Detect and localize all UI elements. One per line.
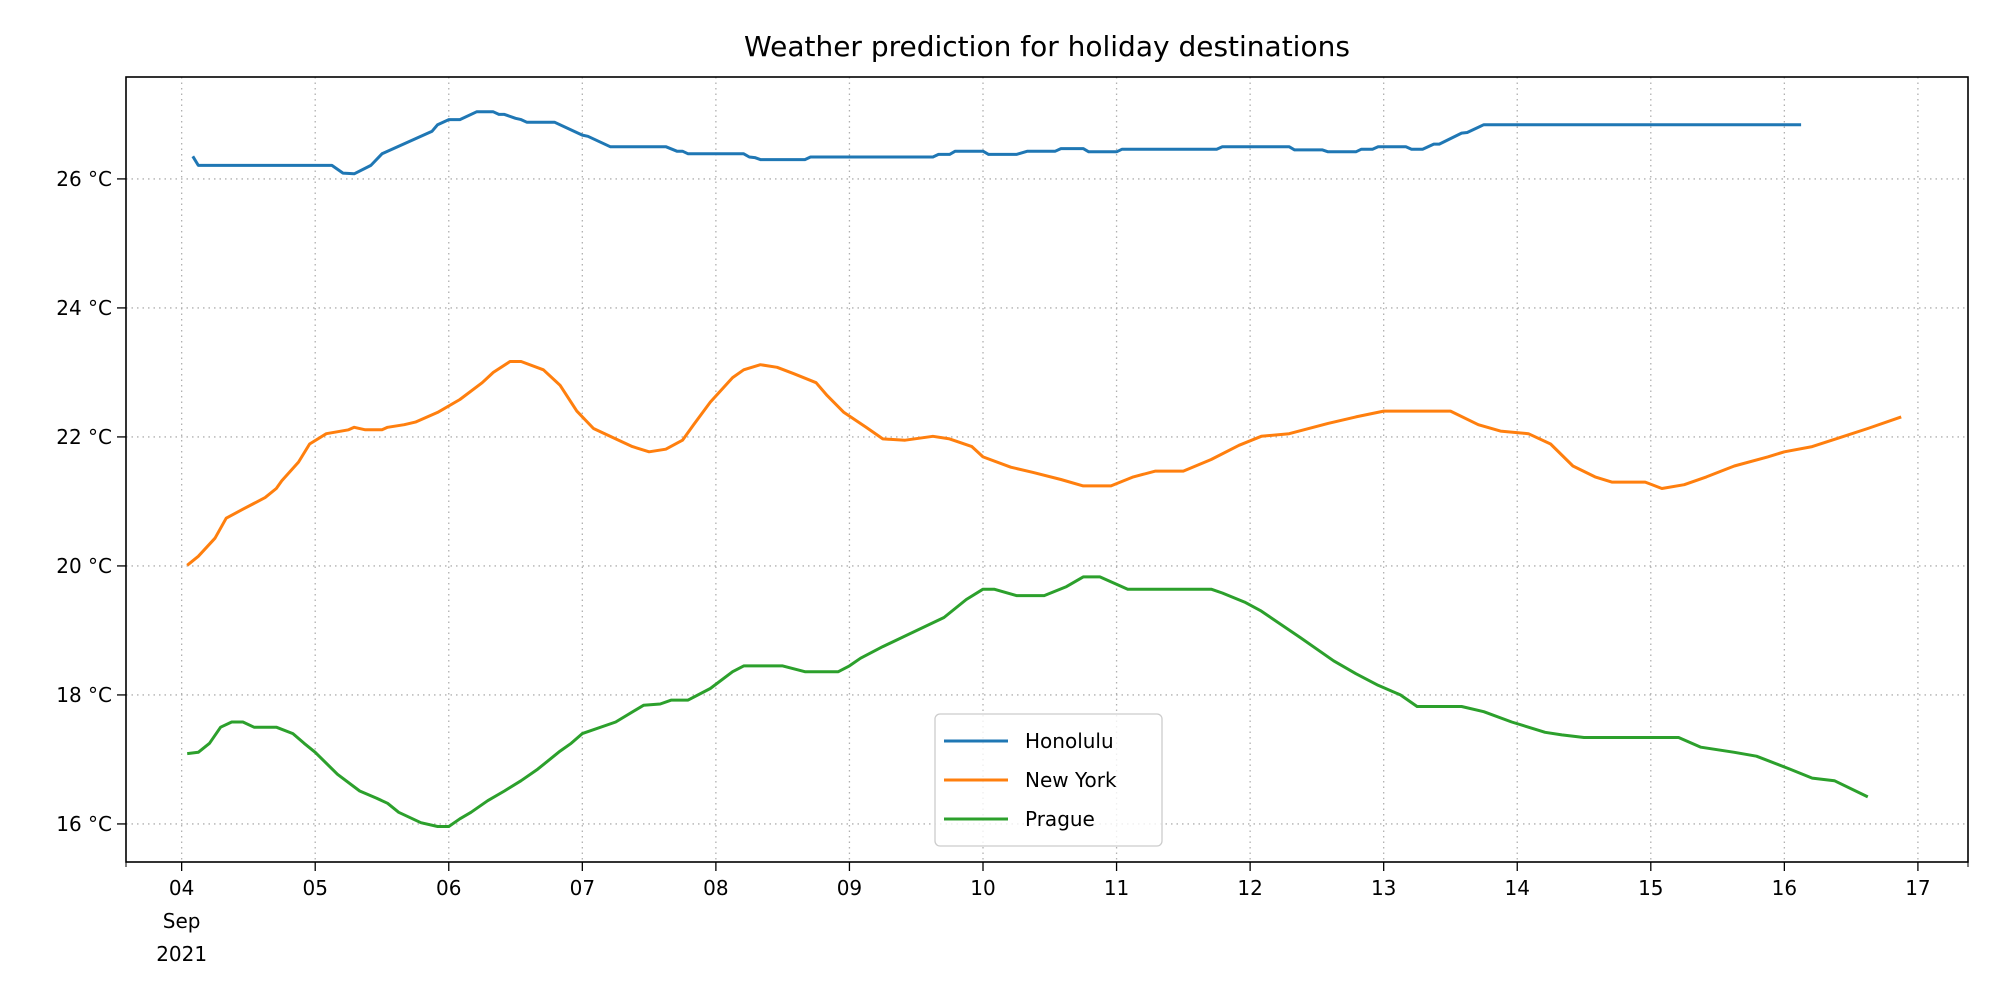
x-tick-year-label: 2021 [156, 942, 207, 966]
x-tick-label: 06 [436, 876, 461, 900]
x-tick-label: 04 [169, 876, 194, 900]
x-tick-label: 05 [302, 876, 327, 900]
x-tick-label: 12 [1237, 876, 1262, 900]
x-tick-label: 15 [1638, 876, 1663, 900]
x-tick-label: 09 [837, 876, 862, 900]
legend-label: Prague [1025, 807, 1095, 831]
series-lines [186, 110, 1902, 828]
chart-title: Weather prediction for holiday destinati… [744, 30, 1350, 63]
series-line-new-york [186, 360, 1902, 567]
x-tick-month-label: Sep [163, 909, 201, 933]
x-tick-label: 14 [1505, 876, 1530, 900]
legend-label: Honolulu [1025, 729, 1114, 753]
y-tick-label: 24 °C [56, 296, 112, 320]
y-tick-label: 26 °C [56, 167, 112, 191]
y-tick-label: 22 °C [56, 425, 112, 449]
y-tick-label: 20 °C [56, 554, 112, 578]
y-tick-label: 16 °C [56, 812, 112, 836]
x-tick-label: 17 [1905, 876, 1930, 900]
series-line-honolulu [191, 110, 1802, 176]
plot-frame [125, 76, 1969, 863]
x-tick-label: 10 [970, 876, 995, 900]
legend-label: New York [1025, 768, 1117, 792]
axis-ticks: 04 Sep 2021 05 06 07 08 09 10 11 12 13 14 15 16 17 16 °C… [56, 167, 1969, 966]
x-tick-label: 16 [1772, 876, 1797, 900]
legend: Honolulu New York Prague [934, 713, 1163, 847]
x-tick-label: 07 [570, 876, 595, 900]
series-line-prague [187, 575, 1869, 828]
legend-box [934, 713, 1163, 847]
x-tick-label: 08 [703, 876, 728, 900]
y-tick-label: 18 °C [56, 683, 112, 707]
x-tick-label: 13 [1371, 876, 1396, 900]
x-tick-label: 11 [1104, 876, 1129, 900]
grid [126, 77, 1968, 862]
